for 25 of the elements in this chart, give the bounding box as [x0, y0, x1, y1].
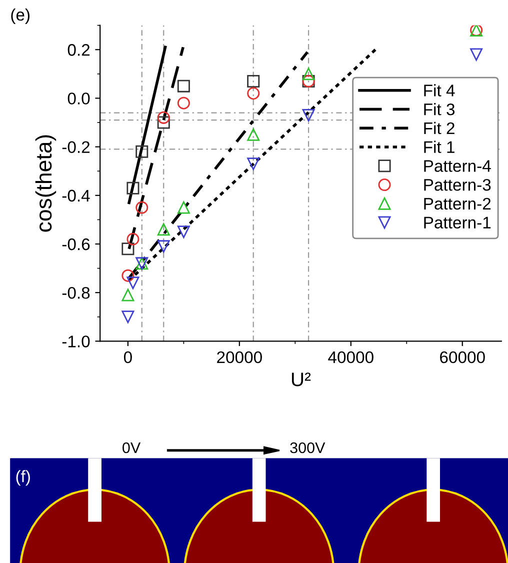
- text: (f): [16, 470, 30, 486]
- x-tick-label: 40000: [328, 351, 374, 364]
- text: 300V: [290, 442, 326, 454]
- legend-label: Pattern-1: [424, 216, 491, 229]
- x-axis-title: U²: [292, 372, 311, 386]
- x-tick-label: 20000: [217, 351, 262, 364]
- legend-label: Fit 1: [424, 140, 454, 153]
- legend-label: Pattern-4: [424, 160, 491, 172]
- legend-label: Pattern-2: [424, 198, 491, 210]
- legend-label: Fit 4: [424, 84, 455, 96]
- legend-label: Fit 3: [424, 103, 455, 116]
- legend-label: Fit 2: [424, 122, 454, 134]
- y-tick-label: -0.8: [62, 286, 90, 299]
- y-tick-label: -0.4: [62, 190, 90, 202]
- text: 0V: [122, 442, 141, 454]
- y-axis-title: cos(theta): [35, 135, 56, 232]
- legend-label: Pattern-3: [424, 178, 491, 191]
- y-tick-label: -0.6: [62, 238, 90, 250]
- y-tick-label: 0.0: [68, 92, 90, 104]
- y-tick-label: -1.0: [62, 336, 90, 348]
- x-tick-label: 60000: [440, 351, 485, 364]
- y-tick-label: -0.2: [62, 141, 90, 154]
- y-tick-label: 0.2: [68, 44, 90, 56]
- x-tick-label: 0: [124, 351, 132, 364]
- text: (e): [11, 8, 30, 24]
